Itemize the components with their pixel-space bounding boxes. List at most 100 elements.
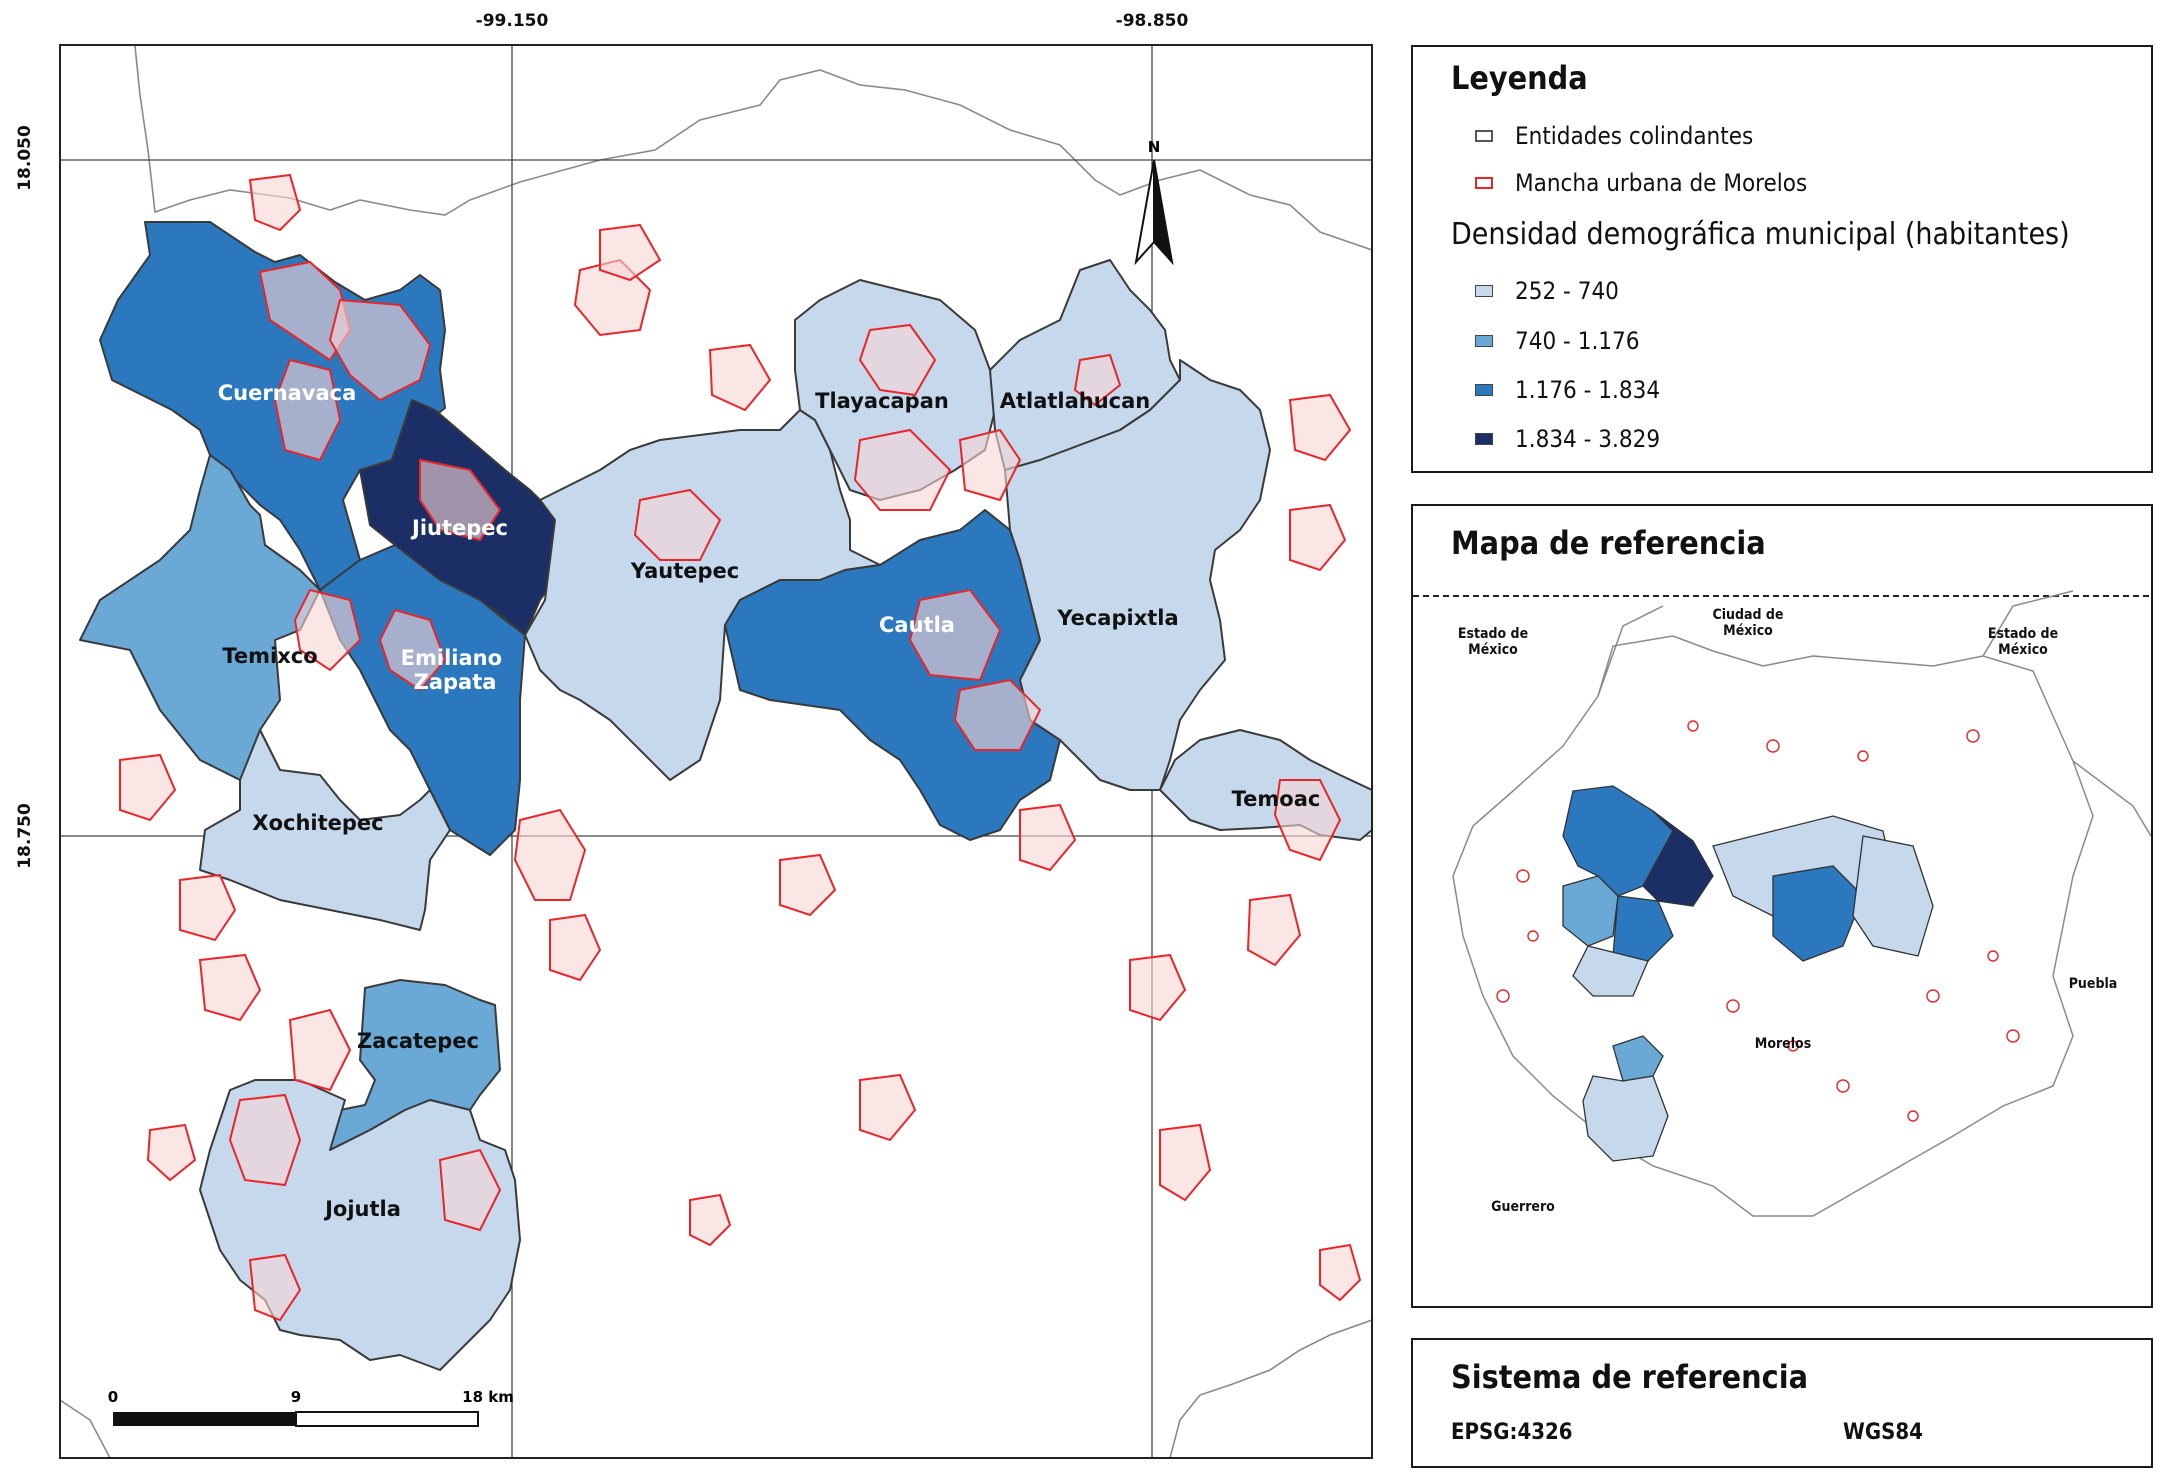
scale-bar: 0 9 18 km xyxy=(108,1388,514,1427)
state-boundary-southeast xyxy=(1169,1319,1371,1457)
ref-municipality xyxy=(1852,835,1934,957)
urban-patch xyxy=(1073,353,1122,407)
density-class-label: 1.834 - 3.829 xyxy=(1515,425,1661,453)
urban-patch xyxy=(228,1093,302,1187)
urban-patch xyxy=(119,753,177,822)
municipality-xochitepec[interactable] xyxy=(199,729,451,931)
north-arrow-icon: N xyxy=(1134,138,1174,266)
label-emiliano-zapata-line2: Zapata xyxy=(414,670,497,694)
reference-map xyxy=(1413,590,2151,1217)
urban-speck xyxy=(1766,739,1780,753)
urban-patch xyxy=(513,808,587,901)
ref-label-edomex-east: Estado de México xyxy=(1973,626,2073,658)
density-class-label: 1.176 - 1.834 xyxy=(1515,376,1661,404)
urban-speck xyxy=(1726,999,1740,1013)
coord-left-1: 18.050 xyxy=(15,125,35,191)
label-xochitepec: Xochitepec xyxy=(252,811,383,835)
density-class-4: 1.834 - 3.829 xyxy=(1475,425,1660,453)
urban-swatch-icon xyxy=(1475,177,1493,189)
label-temoac: Temoac xyxy=(1232,787,1321,811)
label-cuernavaca: Cuernavaca xyxy=(218,381,357,405)
reference-system-code: EPSG:4326 xyxy=(1451,1420,1573,1445)
urban-speck xyxy=(1496,989,1510,1003)
urban-patch xyxy=(1019,803,1077,872)
label-atlatlahucan: Atlatlahucan xyxy=(1000,389,1151,413)
urban-patch xyxy=(599,223,662,282)
ref-label-text: Morelos xyxy=(1754,1036,1812,1052)
state-boundary-edomex xyxy=(1982,590,2074,657)
label-cautla: Cautla xyxy=(879,613,955,637)
urban-speck xyxy=(1987,950,1999,962)
urban-speck xyxy=(1966,729,1980,743)
density-class-label: 740 - 1.176 xyxy=(1515,327,1640,355)
urban-patch xyxy=(1273,779,1342,862)
municipality-emiliano-zapata[interactable] xyxy=(319,544,526,856)
ref-municipality xyxy=(1562,875,1619,947)
density-class-label: 252 - 740 xyxy=(1515,277,1619,305)
state-boundary-puebla xyxy=(2072,760,2151,837)
boundary-swatch-icon xyxy=(1475,130,1493,142)
coord-top-1: -99.150 xyxy=(476,11,549,31)
ref-label-text: Puebla xyxy=(2068,976,2118,992)
density-class-2: 740 - 1.176 xyxy=(1475,327,1640,355)
ref-municipality xyxy=(1572,945,1649,997)
urban-patch xyxy=(1288,393,1352,462)
legend-panel: Leyenda Entidades colindantes Mancha urb… xyxy=(1411,45,2153,473)
legend-title: Leyenda xyxy=(1451,59,1588,97)
ref-label-text: Ciudad de México xyxy=(1712,607,1784,639)
ref-municipality xyxy=(1582,1075,1669,1162)
coord-top-2: -98.850 xyxy=(1116,11,1189,31)
urban-patch xyxy=(1289,503,1347,572)
urban-patch xyxy=(248,1253,302,1322)
urban-patch xyxy=(1159,1123,1212,1202)
urban-patch xyxy=(908,588,1002,682)
ref-municipality xyxy=(1562,785,1674,897)
density-class-3: 1.176 - 1.834 xyxy=(1475,376,1660,404)
urban-patch xyxy=(1129,953,1187,1022)
urban-patch xyxy=(198,953,262,1022)
legend-item-urban: Mancha urbana de Morelos xyxy=(1475,169,1807,197)
urban-patch xyxy=(293,588,362,672)
density-swatch-icon xyxy=(1475,285,1493,297)
reference-map-title: Mapa de referencia xyxy=(1451,524,1766,562)
label-tlayacapan: Tlayacapan xyxy=(815,389,949,413)
scale-label-9: 9 xyxy=(291,1388,301,1406)
label-emiliano-zapata: Emiliano Zapata xyxy=(401,646,510,694)
urban-patch xyxy=(633,488,722,561)
legend-item-boundaries: Entidades colindantes xyxy=(1475,122,1753,150)
coord-left-2: 18.750 xyxy=(15,803,35,869)
label-yecapixtla: Yecapixtla xyxy=(1056,606,1178,630)
reference-map-panel: Mapa de referencia xyxy=(1411,504,2153,1308)
reference-system-panel: Sistema de referencia EPSG:4326 WGS84 xyxy=(1411,1338,2153,1468)
label-jiutepec: Jiutepec xyxy=(410,516,508,540)
density-swatch-icon xyxy=(1475,433,1493,445)
urban-patch xyxy=(689,1193,732,1247)
urban-patch xyxy=(438,1148,502,1232)
density-swatch-icon xyxy=(1475,335,1493,347)
label-emiliano-zapata-line1: Emiliano xyxy=(401,646,502,670)
urban-patch xyxy=(958,428,1022,502)
urban-speck xyxy=(1907,1110,1919,1122)
reference-system-datum: WGS84 xyxy=(1843,1420,1923,1445)
scale-label-18: 18 km xyxy=(462,1388,514,1406)
ref-label-puebla: Puebla xyxy=(2053,976,2133,992)
ref-municipality xyxy=(1612,1035,1664,1082)
legend-item-label: Entidades colindantes xyxy=(1515,122,1754,150)
urban-speck xyxy=(1516,869,1530,883)
reference-system-title: Sistema de referencia xyxy=(1451,1358,1808,1396)
state-boundary-southwest xyxy=(61,1399,111,1457)
urban-speck xyxy=(1687,720,1699,732)
label-yautepec: Yautepec xyxy=(630,559,739,583)
north-label: N xyxy=(1148,138,1161,156)
urban-speck xyxy=(1926,989,1940,1003)
legend-item-label: Mancha urbana de Morelos xyxy=(1515,169,1808,197)
label-zacatepec: Zacatepec xyxy=(357,1029,479,1053)
scale-label-0: 0 xyxy=(108,1388,118,1406)
ref-label-cdmx: Ciudad de México xyxy=(1698,607,1798,639)
ref-label-guerrero: Guerrero xyxy=(1473,1199,1573,1215)
urban-patch xyxy=(288,1008,352,1092)
urban-patch xyxy=(1319,1243,1362,1302)
density-swatch-icon xyxy=(1475,384,1493,396)
urban-speck xyxy=(1787,1040,1799,1052)
municipality-yautepec[interactable] xyxy=(524,409,881,781)
